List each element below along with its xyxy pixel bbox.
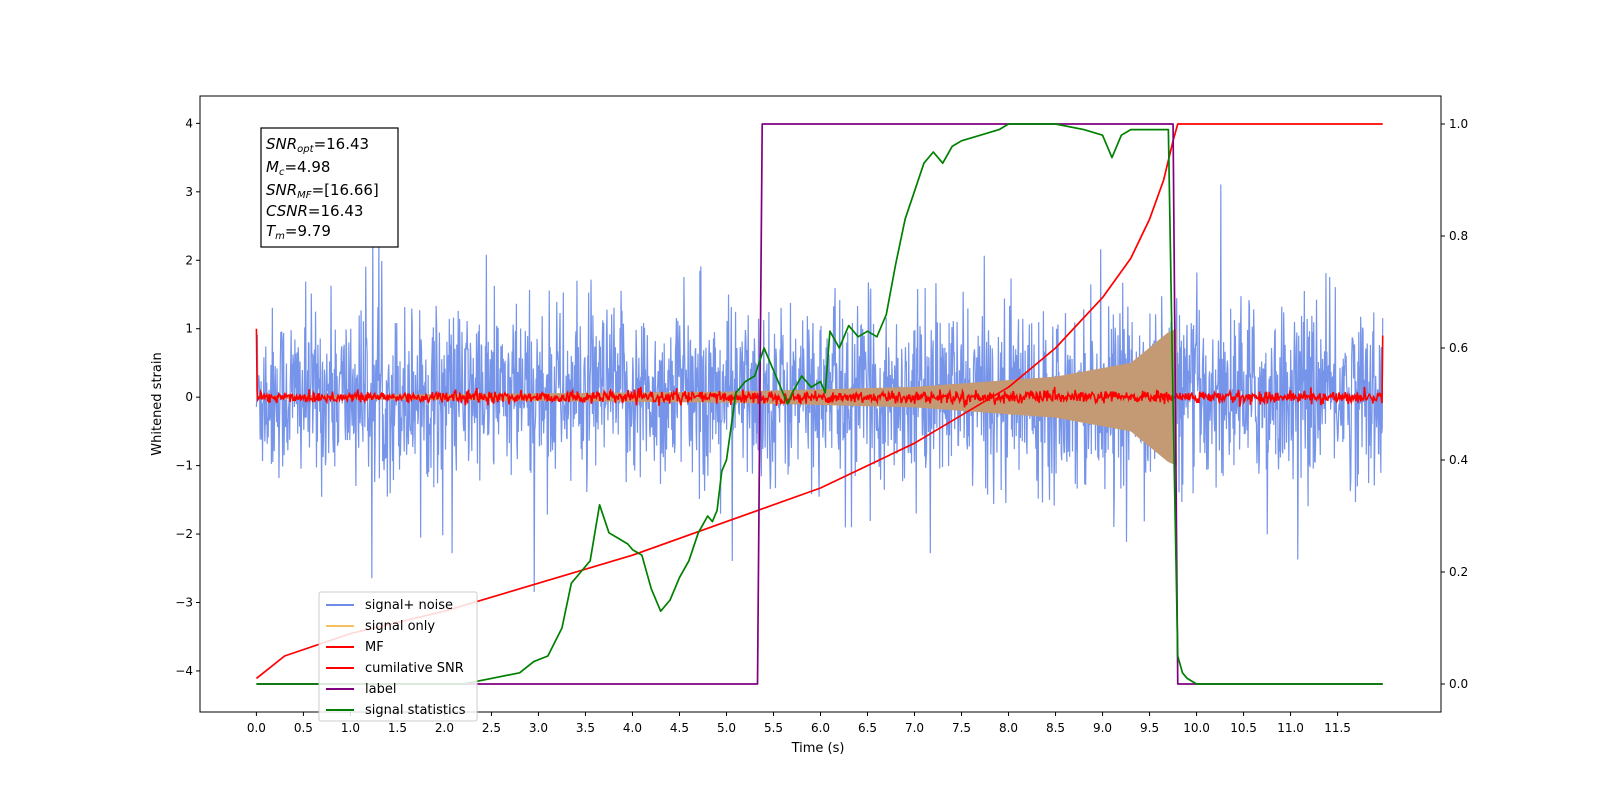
info-csnr: CSNR=16.43: [266, 202, 363, 220]
x-tick-label: 1.5: [388, 721, 407, 735]
x-tick-label: 1.0: [341, 721, 360, 735]
x-tick-label: 5.5: [764, 721, 783, 735]
y-tick-label: −3: [175, 595, 193, 609]
x-tick-label: 11.0: [1277, 721, 1304, 735]
info-snr-mf-value: =[16.66]: [312, 181, 379, 199]
x-tick-label: 10.5: [1230, 721, 1257, 735]
x-tick-label: 2.5: [482, 721, 501, 735]
x-tick-label: 2.0: [435, 721, 454, 735]
info-mc-symbol: M: [266, 158, 279, 176]
x-axis-label: Time (s): [791, 741, 845, 756]
x-tick-label: 9.5: [1140, 721, 1159, 735]
y-tick-label: 1: [185, 322, 193, 336]
x-tick-label: 3.5: [576, 721, 595, 735]
legend-label-label: label: [365, 682, 396, 697]
x-tick-label: 11.5: [1324, 721, 1351, 735]
info-snr-mf: SNRMF=[16.66]: [266, 181, 379, 201]
info-snr-opt-symbol: SNR: [266, 135, 297, 153]
y2-tick-label: 0.4: [1449, 453, 1468, 467]
info-tm-symbol: T: [266, 222, 277, 240]
info-snr-opt: SNRopt=16.43: [266, 135, 369, 155]
y-axis-label: Whitened strain: [150, 352, 165, 455]
info-tm-value: =9.79: [285, 222, 331, 240]
x-tick-label: 5.0: [717, 721, 736, 735]
x-tick-label: 7.5: [952, 721, 971, 735]
info-snr-opt-sub: opt: [297, 144, 314, 155]
series-signal-statistics: [256, 123, 1383, 685]
legend-label-signal-statistics: signal statistics: [365, 703, 466, 718]
legend-label-mf: MF: [365, 640, 384, 655]
info-mc-sub: c: [279, 167, 285, 178]
y-tick-label: −2: [175, 527, 193, 541]
y-tick-label: −1: [175, 459, 193, 473]
y-tick-label: 2: [185, 253, 193, 267]
x-tick-label: 8.0: [999, 721, 1018, 735]
y2-tick-label: 0.8: [1449, 229, 1468, 243]
series-mf: [255, 328, 1384, 408]
x-tick-label: 4.5: [670, 721, 689, 735]
x-tick-label: 6.5: [858, 721, 877, 735]
info-tm-sub: m: [275, 231, 285, 242]
x-axis-ticks: 0.0 0.5 1.0 1.5 2.0 2.5 3.0 3.5 4.0 4.5 5.0 5.5 6.0 6…: [247, 712, 1351, 735]
legend-label-cumulative-snr: cumilative SNR: [365, 661, 464, 676]
x-tick-label: 3.0: [529, 721, 548, 735]
legend-frame: [318, 591, 478, 722]
y-tick-label: 0: [185, 390, 193, 404]
y2-tick-label: 0.6: [1449, 341, 1468, 355]
info-box-frame: [260, 127, 399, 248]
y2-tick-label: 1.0: [1449, 117, 1468, 131]
x-tick-label: 10.0: [1183, 721, 1210, 735]
y-tick-label: −4: [175, 664, 193, 678]
legend: signal+ noise signal only MF cumilative …: [318, 591, 478, 722]
x-tick-label: 7.0: [905, 721, 924, 735]
info-snr-mf-symbol: SNR: [266, 181, 297, 199]
right-y-axis-ticks: 1.0 0.8 0.6 0.4 0.2 0.0: [1441, 117, 1468, 691]
info-csnr-symbol: CSNR: [266, 202, 308, 220]
x-tick-label: 8.5: [1046, 721, 1065, 735]
x-tick-label: 6.0: [811, 721, 830, 735]
x-tick-label: 9.0: [1093, 721, 1112, 735]
y-tick-label: 3: [185, 185, 193, 199]
info-snr-opt-value: =16.43: [314, 135, 370, 153]
x-tick-label: 4.0: [623, 721, 642, 735]
info-box: SNRopt=16.43 Mc=4.98 SNRMF=[16.66] CSNR=…: [260, 127, 399, 248]
info-tm: Tm=9.79: [266, 222, 331, 242]
y-tick-label: 4: [185, 116, 193, 130]
legend-label-signal-noise: signal+ noise: [365, 598, 453, 613]
info-csnr-value: =16.43: [308, 202, 364, 220]
x-tick-label: 0.0: [247, 721, 266, 735]
info-mc-value: =4.98: [284, 158, 330, 176]
y2-tick-label: 0.2: [1449, 565, 1468, 579]
y2-tick-label: 0.0: [1449, 677, 1468, 691]
y-axis-ticks: 4 3 2 1 0 −1 −2 −3 −4: [175, 116, 200, 678]
legend-label-signal-only: signal only: [365, 619, 435, 634]
x-tick-label: 0.5: [294, 721, 313, 735]
info-mc: Mc=4.98: [266, 158, 330, 178]
info-snr-mf-sub: MF: [297, 190, 312, 201]
